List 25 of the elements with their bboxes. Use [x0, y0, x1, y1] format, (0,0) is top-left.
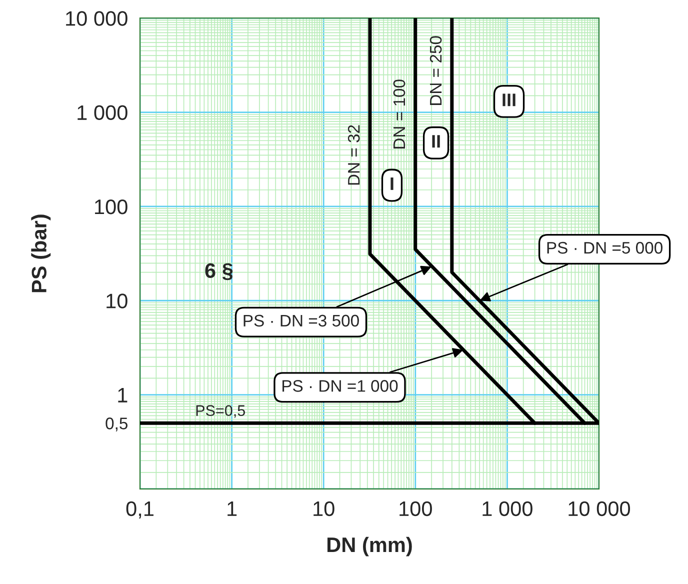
ref-line-label: PS=0,5 — [196, 405, 245, 418]
y-axis-title: PS (bar) — [31, 214, 51, 292]
x-tick-label: 10 — [314, 501, 334, 516]
y-tick-label: 0,5 — [106, 418, 128, 432]
annotation: II — [432, 135, 440, 148]
annotation: PS · DN =5 000 — [547, 242, 662, 254]
annotation: I — [390, 178, 394, 190]
y-tick-label: 10 — [106, 294, 128, 308]
annotation: PS · DN =1 000 — [282, 380, 398, 392]
x-axis-title: DN (mm) — [327, 536, 412, 556]
x-tick-label: 100 — [400, 501, 432, 516]
annotation: 6 § — [205, 263, 233, 280]
annotation: DN = 100 — [393, 80, 406, 148]
y-tick-label: 10 000 — [66, 11, 128, 26]
x-tick-label: 10 000 — [568, 501, 630, 516]
x-tick-label: 0,1 — [126, 501, 154, 519]
annotation: PS · DN =3 500 — [244, 314, 359, 327]
x-tick-label: 1 000 — [482, 501, 532, 516]
annotation: DN = 32 — [348, 125, 360, 185]
y-tick-label: 1 000 — [78, 105, 128, 120]
x-tick-label: 1 — [228, 502, 237, 516]
annotation: III — [502, 94, 516, 106]
y-tick-label: 1 — [118, 388, 128, 402]
annotation: DN = 250 — [430, 36, 442, 105]
y-tick-label: 100 — [95, 199, 128, 214]
